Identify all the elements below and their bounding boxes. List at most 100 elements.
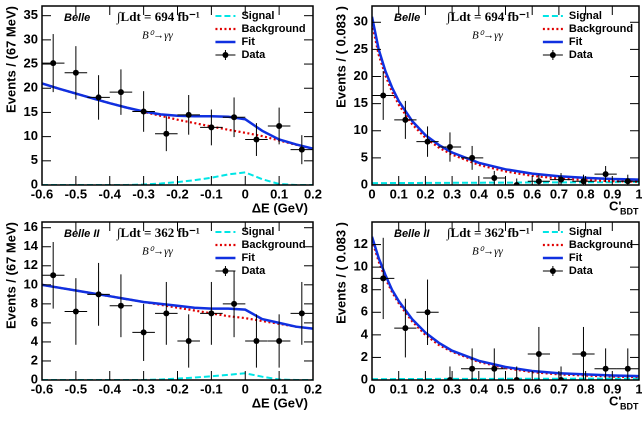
plot-area [42,34,313,185]
curve [372,23,639,183]
data-point [140,329,147,336]
data-point [469,365,476,372]
legend-label: Signal [569,226,602,238]
y-tick-label: 0 [361,371,368,386]
y-tick-label: 4 [361,326,369,341]
y-tick-label: 0 [31,176,38,191]
legend-marker [222,52,229,58]
y-tick-label: 8 [361,281,368,296]
x-tick-label: 0.7 [550,186,568,201]
data-point [163,310,170,317]
legend-label: Signal [569,10,602,22]
y-tick-label: 2 [31,352,38,367]
x-tick-label: 0 [242,381,249,396]
curve [42,82,313,150]
x-axis-label: C' [609,198,621,213]
process: B⁰→γγ [142,30,173,42]
curve [42,82,313,150]
luminosity: ∫Ldt = 362 fb⁻¹ [446,225,530,241]
curve [372,181,639,185]
x-tick-label: -0.1 [200,186,222,201]
x-tick-label: 0.2 [304,381,322,396]
data-point [558,176,565,183]
x-tick-label: 0.5 [496,186,514,201]
legend-label: Background [241,23,305,35]
x-tick-label: 0.4 [470,381,489,396]
x-tick-label: 0 [242,186,249,201]
legend-label: Fit [569,36,583,48]
y-tick-label: 10 [24,128,38,143]
legend-label: Data [241,49,266,61]
data-point [276,337,283,344]
data-point [50,272,57,279]
x-axis-label: ΔE (GeV) [252,395,308,410]
data-point [208,310,215,317]
y-tick-label: 8 [31,295,38,310]
y-tick-label: 15 [24,104,38,119]
x-tick-label: -0.5 [65,381,87,396]
plot-area [372,16,639,185]
y-tick-label: 25 [354,41,368,56]
y-tick-label: 6 [361,304,368,319]
panel: 0 5 10 15 20 25 30 35 -0.6 -0.5 -0.4 -0.3 -0.2 -0.1 0 0… [3,5,322,215]
curve [372,236,639,378]
data-point [446,144,453,151]
data-point [602,171,609,178]
x-tick-label: 0.5 [496,381,514,396]
data-point [231,300,238,307]
y-tick-label: 2 [361,349,368,364]
x-axis-label: ΔE (GeV) [252,200,308,215]
y-axis-label: Events / (67 MeV) [3,6,18,113]
data-point [72,69,79,76]
x-tick-label: -0.4 [99,186,122,201]
y-tick-label: 30 [24,31,38,46]
experiment: Belle II [394,228,430,240]
data-point [535,178,542,185]
y-axis-label: Events / ( 0.083 ) [333,222,348,324]
frame [41,5,314,186]
y-axis-label: Events / (67 MeV) [3,222,18,329]
data-point [535,351,542,358]
data-point [624,178,631,185]
x-tick-label: -0.6 [31,186,53,201]
legend-marker [549,52,556,58]
x-tick-label: 0.9 [603,381,621,396]
data-point [117,302,124,309]
y-tick-label: 12 [354,236,368,251]
x-tick-label: -0.5 [65,186,87,201]
data-point [231,114,238,121]
legend-label: Background [241,239,305,251]
experiment: Belle II [64,228,100,240]
y-tick-label: 16 [24,219,38,234]
frame [371,5,640,186]
data-point [424,138,431,145]
luminosity: ∫Ldt = 694 fb⁻¹ [446,9,530,25]
data-point [602,365,609,372]
panel: 0 5 10 15 20 25 30 0 0.1 0.2 0.3 0.4 0.5 0.6 0.7 0.8 0.9… [333,5,642,216]
y-axis-label: Events / ( 0.083 ) [333,6,348,108]
y-tick-label: 20 [24,80,38,95]
y-tick-label: 35 [24,7,38,22]
legend-marker [549,268,556,274]
x-tick-label: 0.9 [603,186,621,201]
y-tick-label: 10 [24,276,38,291]
legend-label: Data [569,265,594,277]
process: B⁰→γγ [472,246,503,258]
data-point [380,275,387,282]
panel: 0 2 4 6 8 10 12 14 16 -0.6 -0.5 -0.4 -0.3 -0.2 -0.1 0 0.… [3,219,322,410]
x-tick-label: 0 [368,186,375,201]
data-point [208,124,215,131]
legend-marker [222,268,229,274]
x-tick-label: -0.2 [166,186,188,201]
x-tick-label: 0.3 [443,381,461,396]
data-point [95,94,102,101]
y-tick-label: 10 [354,122,368,137]
x-tick-label: 0.1 [390,381,408,396]
x-tick-label: 0.4 [470,186,489,201]
legend-label: Fit [241,252,255,264]
x-tick-label: 0.7 [550,381,568,396]
legend-label: Fit [241,36,255,48]
y-tick-label: 6 [31,314,38,329]
y-tick-label: 15 [354,95,368,110]
